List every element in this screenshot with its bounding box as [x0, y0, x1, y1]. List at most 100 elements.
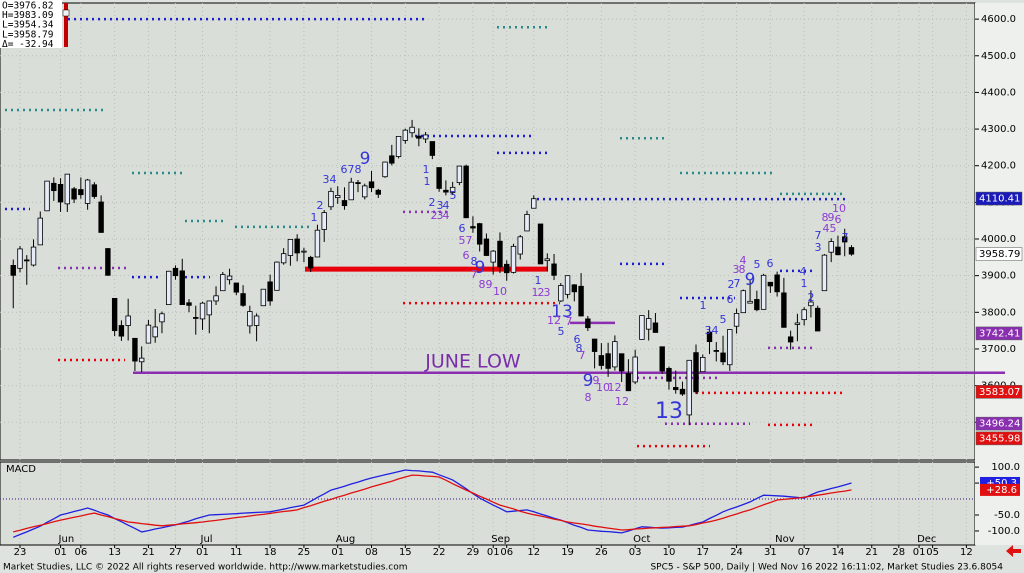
candle-body [341, 200, 348, 207]
macd-end-label: +28.6 [986, 485, 1017, 496]
x-tick-label: 13 [108, 547, 121, 558]
candle-body [91, 184, 98, 197]
td-count: 9 [486, 278, 493, 291]
candle-body [240, 293, 246, 306]
candle-body [693, 352, 699, 393]
td-count: 4 [330, 173, 337, 186]
td-count: 12 [547, 314, 561, 327]
candle-body [578, 285, 584, 317]
month-label: Jun [58, 534, 75, 545]
scroll-arrow[interactable] [1006, 545, 1021, 557]
month-label: Oct [633, 534, 650, 545]
td-count: 3 [437, 199, 444, 212]
candle-body [828, 241, 834, 253]
candle-body [558, 285, 564, 302]
candle-body [544, 258, 550, 262]
x-tick-label: 12 [527, 547, 540, 558]
x-tick-label: 26 [595, 547, 608, 558]
td-count: 3 [815, 241, 822, 254]
macd-title: MACD [6, 464, 36, 475]
ohlc-header: L=3954.34 [2, 20, 54, 31]
candle-body [172, 267, 179, 277]
y-tick-label: 4000.0 [981, 234, 1016, 245]
candle-body [382, 161, 388, 178]
x-tick-label: 01 [54, 547, 67, 558]
td-count: 6 [574, 333, 581, 346]
candle-body [362, 185, 368, 198]
candle-body [220, 274, 226, 292]
td-count: 8 [585, 391, 592, 404]
candle-body [483, 238, 490, 256]
candle-body [10, 264, 16, 276]
td-count: 1 [801, 277, 808, 290]
candle-body [504, 263, 510, 274]
td-count: 6 [463, 249, 470, 262]
candle-body [125, 315, 131, 326]
x-tick-label: 12 [960, 547, 973, 558]
candle-body [808, 301, 814, 307]
x-tick-label: 10 [663, 547, 676, 558]
td-count: 4 [800, 265, 807, 278]
candle-body [118, 325, 125, 337]
ohlc-header: H=3983.09 [2, 10, 54, 21]
td-count: 2 [808, 291, 815, 304]
candle-body [686, 359, 692, 416]
candle-body [314, 229, 321, 258]
candle-body [105, 248, 111, 276]
candle-body [842, 236, 848, 243]
ohlc-header: Δ= -32.94 [2, 39, 54, 50]
x-tick-label: 07 [798, 547, 811, 558]
candle-body [355, 182, 361, 184]
td-count: 3 [544, 286, 551, 299]
candle-body [233, 282, 240, 293]
candle-body [422, 134, 429, 140]
candle-body [226, 275, 233, 281]
td-count: 2 [728, 278, 735, 291]
candle-body [463, 165, 469, 219]
candle-body [247, 311, 253, 327]
candle-body [767, 281, 774, 287]
candle-body [206, 300, 212, 316]
candle-body [612, 341, 618, 368]
td-count: 2 [538, 286, 545, 299]
x-tick-label: 31 [764, 547, 777, 558]
macd-y-tick-label: 100.0 [991, 462, 1020, 473]
y-tick-label: 3800.0 [981, 307, 1016, 318]
price-label: 4110.41 [979, 194, 1020, 205]
candle-body [625, 373, 632, 392]
td-count: 12 [615, 395, 629, 408]
candle-body [429, 141, 436, 156]
td-count: 3 [705, 324, 712, 337]
candle-body [659, 346, 665, 372]
price-label-box [975, 191, 1023, 206]
td-count: 1 [608, 381, 615, 394]
footer-left: Market Studies, LLC © 2022 All rights re… [3, 563, 408, 573]
candle-body [335, 195, 341, 199]
candle-body [64, 173, 71, 205]
candle-body [537, 223, 544, 265]
candle-body [84, 179, 91, 204]
td-count: 7 [348, 163, 355, 176]
candle-body [138, 357, 145, 363]
candle-body [605, 353, 611, 369]
y-tick-label: 3700.0 [981, 344, 1016, 355]
candle-body [78, 189, 84, 196]
x-tick-label: 29 [467, 547, 480, 558]
td-count: 8 [471, 255, 478, 268]
price-label: 3958.79 [979, 249, 1020, 260]
x-tick-label: 17 [696, 547, 709, 558]
candle-body [510, 245, 517, 273]
x-tick-label: 08 [365, 547, 378, 558]
annotation: JUNE LOW [424, 351, 521, 373]
td-count: 4 [443, 209, 450, 222]
range-bar [64, 3, 68, 47]
candle-body [632, 356, 638, 383]
candle-body [794, 322, 801, 325]
macd-pane [0, 461, 976, 546]
candle-body [774, 274, 780, 293]
td-count: 6 [767, 257, 774, 270]
x-tick-label: 03 [629, 547, 642, 558]
candle-body [652, 322, 659, 333]
candle-body [193, 317, 199, 319]
